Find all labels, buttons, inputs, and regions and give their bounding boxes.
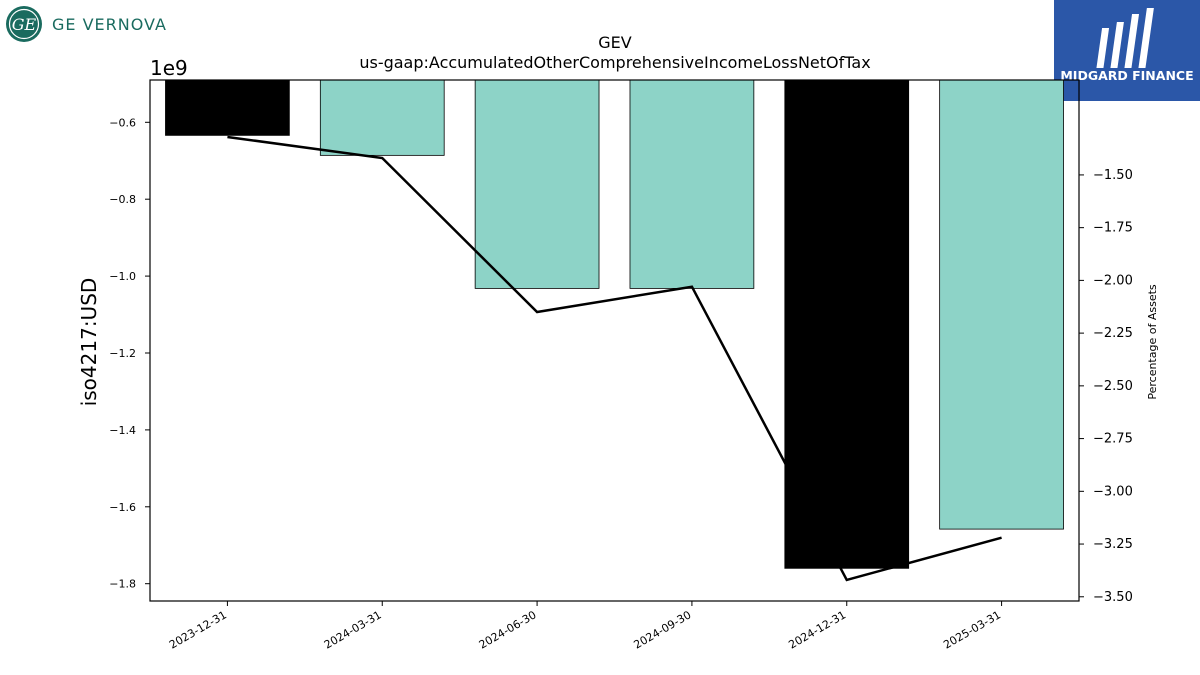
y-axis-offset-label: 1e9 <box>150 56 188 80</box>
bar-2024-06-30 <box>474 79 600 289</box>
x-tick-label: 2023-12-31 <box>167 608 229 651</box>
left-tick-label: −1.6 <box>109 501 136 514</box>
ge-vernova-brand-text: GE VERNOVA <box>52 15 167 34</box>
right-axis-ticks: −1.50 −1.75 −2.00 −2.25 −2.50 −2.75 −3.00 −3.25… <box>1079 168 1133 605</box>
x-axis-ticks: 2023-12-31 2024-03-31 2024-06-30 2024-09-30… <box>167 601 1003 652</box>
right-tick-label: −2.75 <box>1093 432 1133 447</box>
left-axis-ticks: −0.6 −0.8 −1.0 −1.2 −1.4 −1.6 −1.8 <box>109 116 150 591</box>
left-tick-label: −0.8 <box>109 193 136 206</box>
y-axis-label: iso4217:USD <box>77 278 101 407</box>
left-tick-label: −1.4 <box>109 424 136 437</box>
bar-2023-12-31 <box>165 79 290 136</box>
midgard-finance-logo: MIDGARD FINANCE <box>1054 0 1200 101</box>
midgard-monogram-icon <box>1096 8 1154 68</box>
svg-text:GE: GE <box>12 15 37 34</box>
right-tick-label: −2.50 <box>1093 379 1133 394</box>
right-tick-label: −3.25 <box>1093 537 1133 552</box>
left-tick-label: −0.6 <box>109 116 136 129</box>
bar-2025-03-31 <box>939 79 1064 530</box>
left-tick-label: −1.2 <box>109 347 136 360</box>
x-tick-label: 2024-03-31 <box>322 608 384 651</box>
right-tick-label: −1.75 <box>1093 221 1133 236</box>
x-tick-label: 2024-09-30 <box>632 608 694 651</box>
series-line-percentage-of-assets <box>227 135 1002 582</box>
bar-2024-09-30 <box>629 79 755 289</box>
ge-monogram-icon: GE <box>6 6 42 42</box>
bars-layer <box>165 79 1064 569</box>
ge-vernova-logo: GE GE VERNOVA <box>4 4 204 44</box>
right-tick-label: −2.00 <box>1093 273 1133 288</box>
x-tick-label: 2025-03-31 <box>941 608 1003 651</box>
x-tick-label: 2024-06-30 <box>477 608 539 651</box>
chart-title: GEV <box>598 33 632 52</box>
right-tick-label: −2.25 <box>1093 326 1133 341</box>
bar-2024-12-31 <box>784 79 910 569</box>
bar-2024-03-31 <box>319 79 445 156</box>
left-tick-label: −1.8 <box>109 578 136 591</box>
x-tick-label: 2024-12-31 <box>786 608 848 651</box>
right-tick-label: −3.50 <box>1093 590 1133 605</box>
plot-frame <box>149 79 1080 602</box>
y2-axis-label: Percentage of Assets <box>1146 284 1159 400</box>
right-tick-label: −1.50 <box>1093 168 1133 183</box>
chart-subtitle: us-gaap:AccumulatedOtherComprehensiveInc… <box>359 53 870 72</box>
left-tick-label: −1.0 <box>109 270 136 283</box>
right-tick-label: −3.00 <box>1093 484 1133 499</box>
midgard-finance-brand-text: MIDGARD FINANCE <box>1060 68 1194 83</box>
